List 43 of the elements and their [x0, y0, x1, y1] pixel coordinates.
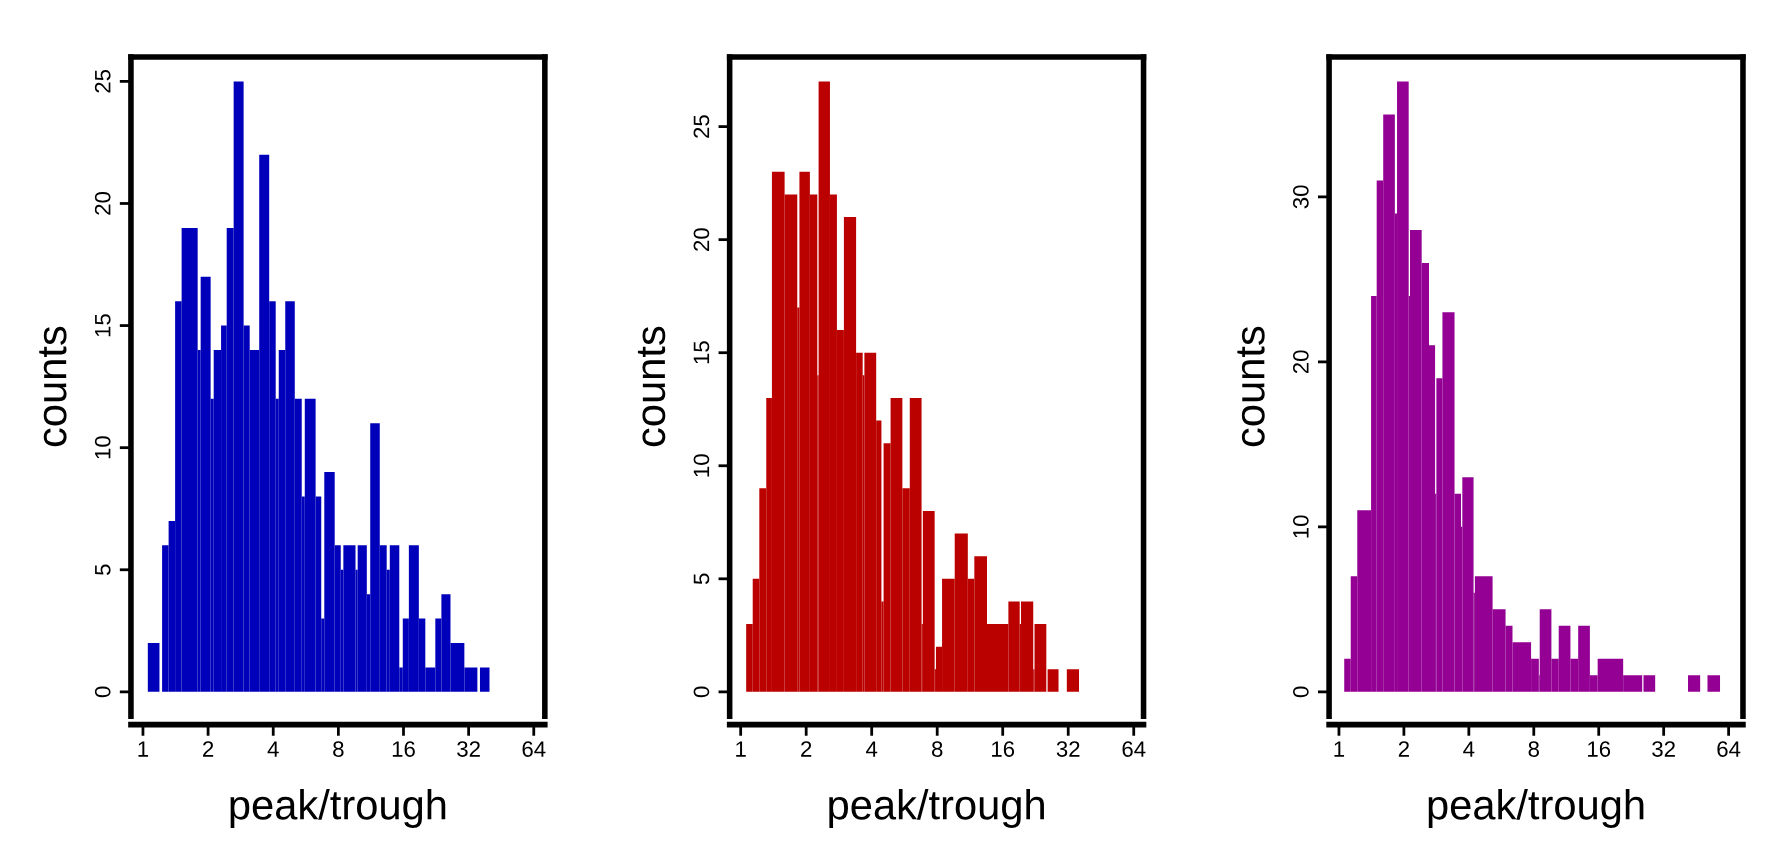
x-tick-label: 16: [992, 741, 1015, 757]
x-tick-label: 4: [866, 741, 878, 757]
x-tick-label: 32: [457, 741, 480, 757]
y-tick-label: 0: [1292, 686, 1309, 698]
x-axis-title: peak/trough: [829, 789, 1044, 828]
x-tick-label: 32: [1652, 741, 1675, 757]
y-axis-title: counts: [637, 326, 666, 447]
y-axis-title: counts: [39, 326, 67, 447]
y-tick-label: 20: [1292, 350, 1309, 374]
y-tick-label: 10: [1292, 515, 1309, 538]
y-tick-label: 0: [94, 686, 111, 698]
x-tick-label: 4: [267, 741, 279, 757]
x-tick-label: 64: [522, 741, 546, 757]
x-tick-label: 2: [1398, 741, 1409, 757]
y-tick-label: 30: [1292, 185, 1309, 209]
y-tick-label: 20: [94, 191, 111, 215]
y-tick-label: 15: [95, 314, 111, 337]
x-tick-label: 64: [1122, 741, 1146, 757]
y-tick-label: 25: [693, 115, 710, 138]
x-tick-label: 8: [931, 741, 943, 757]
y-tick-label: 5: [693, 573, 710, 585]
x-tick-label: 16: [392, 741, 415, 757]
y-tick-label: 25: [94, 69, 111, 93]
y-tick-label: 20: [693, 228, 710, 251]
x-tick-label: 2: [203, 741, 214, 757]
x-axis-title: peak/trough: [1428, 789, 1644, 828]
x-tick-label: 1: [138, 741, 149, 757]
y-tick-label: 5: [95, 564, 111, 576]
x-tick-label: 64: [1717, 741, 1741, 757]
x-tick-label: 2: [801, 741, 812, 757]
y-tick-label: 0: [693, 686, 710, 698]
y-tick-label: 10: [693, 454, 710, 477]
x-tick-label: 4: [1463, 741, 1475, 757]
y-axis-title: counts: [1237, 326, 1265, 447]
y-tick-label: 10: [94, 436, 111, 459]
x-tick-label: 8: [1528, 741, 1539, 757]
x-tick-label: 16: [1588, 741, 1611, 757]
x-tick-label: 1: [1334, 741, 1345, 757]
x-axis-title: peak/trough: [230, 789, 446, 828]
y-tick-label: 15: [693, 341, 710, 364]
x-tick-label: 8: [333, 741, 344, 757]
x-tick-label: 1: [736, 741, 746, 757]
x-tick-label: 32: [1056, 741, 1080, 757]
